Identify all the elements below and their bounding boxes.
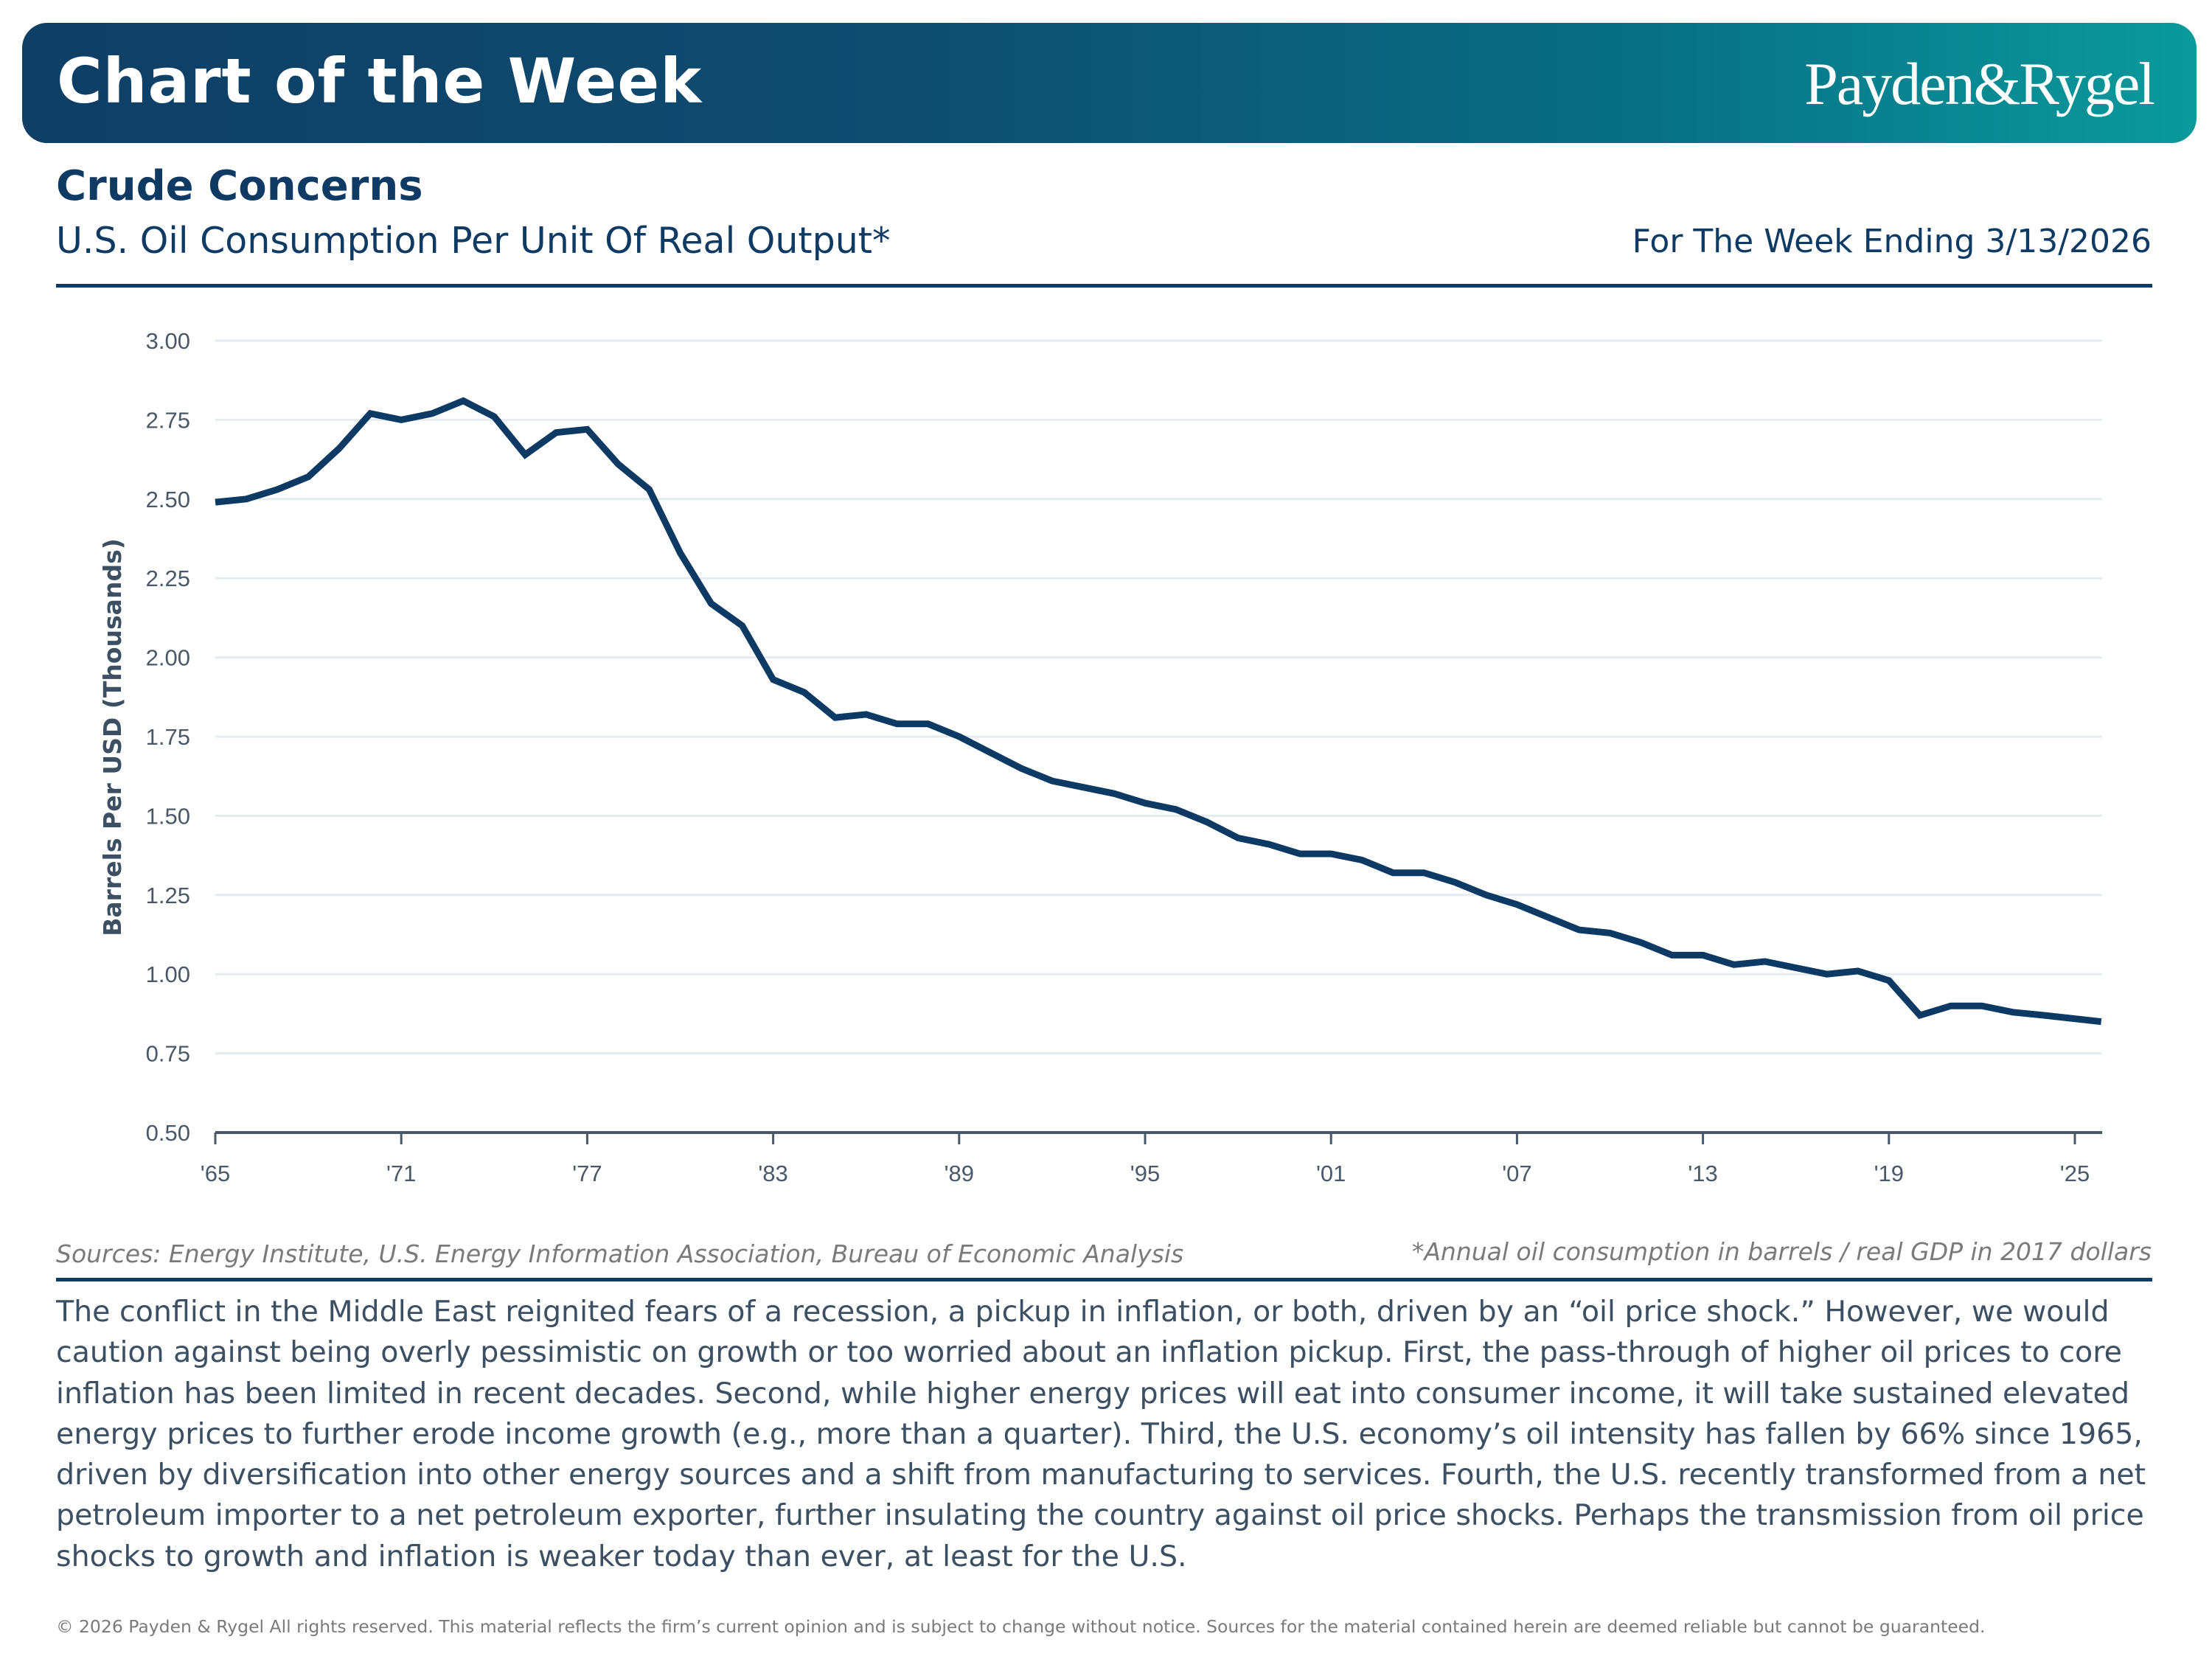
x-tick-label: '89 [945,1161,974,1186]
series-line [215,397,2102,1026]
y-tick-label: 0.50 [146,1120,190,1146]
y-axis-ticks: 0.50 0.75 1.00 1.25 1.50 1.75 2.00 2.25 2.50 2.75… [146,328,190,1146]
y-tick-label: 1.50 [146,803,190,829]
footnote: *Annual oil consumption in barrels / rea… [1411,1237,2152,1266]
x-tick-label: '77 [572,1161,602,1186]
x-tick-label: '07 [1502,1161,1531,1186]
y-tick-label: 2.50 [146,487,190,512]
y-tick-label: 3.00 [146,328,190,354]
copyright-notice: © 2026 Payden & Rygel All rights reserve… [56,1616,1986,1637]
x-tick-label: '25 [2060,1161,2090,1186]
footer-divider [56,1278,2152,1281]
banner-title: Chart of the Week [57,45,703,117]
x-tick-label: '95 [1130,1161,1160,1186]
header-banner: Chart of the Week Payden&Rygel [22,23,2197,143]
header-divider [56,284,2152,288]
line-chart: 0.50 0.75 1.00 1.25 1.50 1.75 2.00 2.25 2.50 2.75… [98,328,2102,1186]
y-axis-title: Barrels Per USD (Thousands) [98,538,127,936]
x-tick-label: '71 [386,1161,416,1186]
chart-subtitle: U.S. Oil Consumption Per Unit Of Real Ou… [56,220,891,262]
y-tick-label: 1.25 [146,883,190,908]
y-tick-label: 2.25 [146,566,190,591]
week-ending: For The Week Ending 3/13/2026 [1632,223,2152,260]
y-tick-label: 1.75 [146,724,190,750]
x-tick-label: '83 [758,1161,787,1186]
commentary-text: The conflict in the Middle East reignite… [56,1295,2146,1573]
page-title: Crude Concerns [56,162,423,210]
x-tick-label: '01 [1316,1161,1346,1186]
sources-note: Sources: Energy Institute, U.S. Energy I… [56,1239,1184,1268]
y-tick-label: 1.00 [146,961,190,987]
x-tick-label: '19 [1874,1161,1904,1186]
x-tick-label: '65 [201,1161,230,1186]
gridlines [215,339,2102,1055]
x-tick-label: '13 [1688,1161,1717,1186]
series-group [215,397,2102,1026]
y-tick-label: 2.00 [146,645,190,671]
y-tick-label: 0.75 [146,1041,190,1067]
brand-logo: Payden&Rygel [1804,50,2155,117]
x-axis-ticks: '65 '71 '77 '83 '89 '95 '01 '07 '13 '19 '25 [201,1133,2090,1186]
y-tick-label: 2.75 [146,407,190,433]
